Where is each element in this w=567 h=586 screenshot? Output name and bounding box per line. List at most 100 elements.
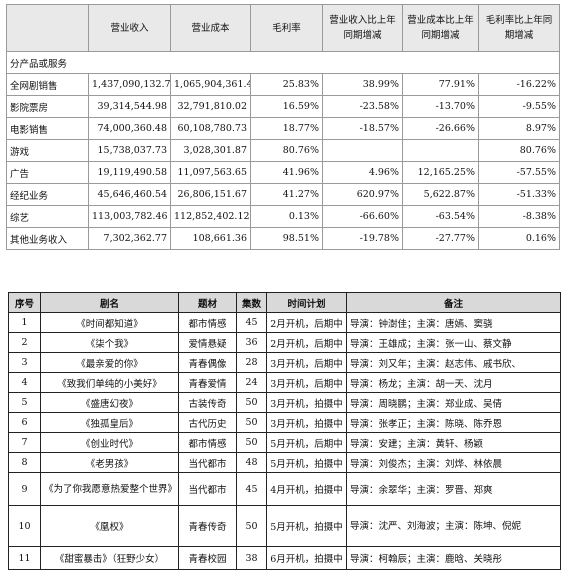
table-row: 经纪业务 45,646,460.54 26,806,151.67 41.27% 620.…	[6, 183, 560, 206]
table-cell: 12,165.25%	[402, 161, 479, 184]
table-cell: -63.54%	[402, 205, 479, 228]
table-row: 其他业务收入 7,302,362.77 108,661.36 98.51% -19.78…	[6, 227, 560, 250]
table-cell: 青春爱情	[178, 372, 237, 393]
table-cell	[322, 139, 403, 162]
table-cell: 综艺	[6, 205, 89, 228]
table-row: 8 《老男孩》 当代都市 48 5月开机，拍摄中 导演：刘俊杰；主演：刘烨、林依晨	[8, 452, 561, 473]
table-cell	[6, 4, 89, 52]
table-cell: 80.76%	[478, 139, 560, 162]
table-cell: 集数	[236, 292, 267, 313]
table-cell: 营业收入比上年同期增减	[322, 4, 403, 52]
table-cell: 导演：杨龙；主演：胡一天、沈月	[346, 372, 561, 393]
table-cell: 41.96%	[250, 161, 323, 184]
table-cell: 5月开机，拍摄中	[266, 505, 347, 547]
table-cell: 全网剧销售	[6, 73, 89, 96]
table-cell: 1	[8, 312, 41, 333]
table-cell: 都市情感	[178, 432, 237, 453]
table-cell: 24	[236, 372, 267, 393]
table-cell: 39,314,544.98	[88, 95, 171, 118]
table-cell: 3	[8, 352, 41, 373]
table-cell: 青春偶像	[178, 352, 237, 373]
table-cell: 《致我们单纯的小美好》	[40, 372, 179, 393]
table-cell: 影院票房	[6, 95, 89, 118]
table-cell: 4月开机，拍摄中	[266, 472, 347, 506]
table-cell: -27.77%	[402, 227, 479, 250]
table-cell: 《凰权》	[40, 505, 179, 547]
table-cell: 广告	[6, 161, 89, 184]
table-row: 电影销售 74,000,360.48 60,108,780.73 18.77% -18.…	[6, 117, 560, 140]
table-cell: 古代历史	[178, 412, 237, 433]
table-row: 序号 剧名 题材 集数 时间计划 备注	[8, 292, 561, 313]
table-cell: 74,000,360.48	[88, 117, 171, 140]
table-cell: 《最亲爱的你》	[40, 352, 179, 373]
table-cell: 都市情感	[178, 312, 237, 333]
table-cell: -18.57%	[322, 117, 403, 140]
table-cell: 其他业务收入	[6, 227, 89, 250]
table-cell: 《盛唐幻夜》	[40, 392, 179, 413]
table-cell: 毛利率	[250, 4, 323, 52]
table-row: 综艺 113,003,782.46 112,852,402.12 0.13% -66.6…	[6, 205, 560, 228]
table-cell: 营业收入	[88, 4, 171, 52]
table-cell	[402, 139, 479, 162]
table-cell: 导演：王雄成；主演：张一山、蔡文静	[346, 332, 561, 353]
drama-table: 序号 剧名 题材 集数 时间计划 备注 1 《时间都知道》 都市情感 45 2月开机，后期中 导演：钟…	[8, 292, 561, 570]
table-cell: 1,065,904,361.45	[170, 73, 251, 96]
table-cell: 3月开机，后期中	[266, 372, 347, 393]
table-row: 3 《最亲爱的你》 青春偶像 28 3月开机，后期中 导演：刘又年；主演：赵志伟、戚书欣、	[8, 352, 561, 373]
table-cell: 导演：柯翰辰；主演：鹿晗、关晓彤	[346, 546, 561, 570]
table-row: 2 《柒个我》 爱情悬疑 36 2月开机，后期中 导演：王雄成；主演：张一山、蔡文静	[8, 332, 561, 353]
table-cell: -26.66%	[402, 117, 479, 140]
table-cell: 5,622.87%	[402, 183, 479, 206]
table-cell: 当代都市	[178, 452, 237, 473]
table-cell: 《甜蜜暴击》（狂野少女）	[40, 546, 179, 570]
table-cell: 营业成本比上年同期增减	[402, 4, 479, 52]
table-cell: -13.70%	[402, 95, 479, 118]
table-cell: -16.22%	[478, 73, 560, 96]
table-cell: 导演：刘俊杰；主演：刘烨、林依晨	[346, 452, 561, 473]
table-cell: 25.83%	[250, 73, 323, 96]
table-cell: 8	[8, 452, 41, 473]
table-row: 6 《独孤皇后》 古代历史 50 3月开机，拍摄中 导演：张孝正；主演：陈晓、陈乔恩	[8, 412, 561, 433]
table-cell: 4	[8, 372, 41, 393]
table-cell: 60,108,780.73	[170, 117, 251, 140]
table-cell: -57.55%	[478, 161, 560, 184]
table-cell: 分产品或服务	[6, 51, 560, 74]
table-row: 10 《凰权》 青春传奇 50 5月开机，拍摄中 导演：沈严、刘海波；主演：陈坤、倪妮	[8, 505, 561, 547]
table-cell: 7	[8, 432, 41, 453]
table-cell: 导演：张孝正；主演：陈晓、陈乔恩	[346, 412, 561, 433]
table-cell: 26,806,151.67	[170, 183, 251, 206]
table-cell: 0.16%	[478, 227, 560, 250]
revenue-table: 营业收入 营业成本 毛利率 营业收入比上年同期增减 营业成本比上年同期增减 毛利率比上年同…	[6, 4, 560, 250]
table-cell: 《独孤皇后》	[40, 412, 179, 433]
table-cell: 序号	[8, 292, 41, 313]
table-cell: 青春校园	[178, 546, 237, 570]
table-cell: 98.51%	[250, 227, 323, 250]
table-cell: 7,302,362.77	[88, 227, 171, 250]
table-cell: 50	[236, 392, 267, 413]
table-row: 游戏 15,738,037.73 3,028,301.87 80.76% 80.76%	[6, 139, 560, 162]
table-cell: 9	[8, 472, 41, 506]
table-cell: 112,852,402.12	[170, 205, 251, 228]
table-cell: 《为了你我愿意热爱整个世界》	[40, 472, 179, 506]
table-cell: 38	[236, 546, 267, 570]
table-cell: 108,661.36	[170, 227, 251, 250]
table-cell: 营业成本	[170, 4, 251, 52]
table-cell: 3,028,301.87	[170, 139, 251, 162]
table-row: 全网剧销售 1,437,090,132.76 1,065,904,361.45 25.…	[6, 73, 560, 96]
table-cell: 导演：沈严、刘海波；主演：陈坤、倪妮	[346, 505, 561, 547]
table-cell: 电影销售	[6, 117, 89, 140]
table-cell: -19.78%	[322, 227, 403, 250]
table-cell: 剧名	[40, 292, 179, 313]
table-cell: 5月开机，拍摄中	[266, 452, 347, 473]
table-cell: 50	[236, 505, 267, 547]
table-row: 11 《甜蜜暴击》（狂野少女） 青春校园 38 6月开机，拍摄中 导演：柯翰辰；主演：鹿晗…	[8, 546, 561, 570]
table-cell: 3月开机，拍摄中	[266, 392, 347, 413]
table-cell: 77.91%	[402, 73, 479, 96]
table-cell: 3月开机，后期中	[266, 352, 347, 373]
table-cell: 2月开机，后期中	[266, 312, 347, 333]
table-cell: 11	[8, 546, 41, 570]
table-cell: 45,646,460.54	[88, 183, 171, 206]
table-cell: 45	[236, 312, 267, 333]
table-cell: 导演：安建；主演：黄轩、杨颖	[346, 432, 561, 453]
table-cell: 4.96%	[322, 161, 403, 184]
